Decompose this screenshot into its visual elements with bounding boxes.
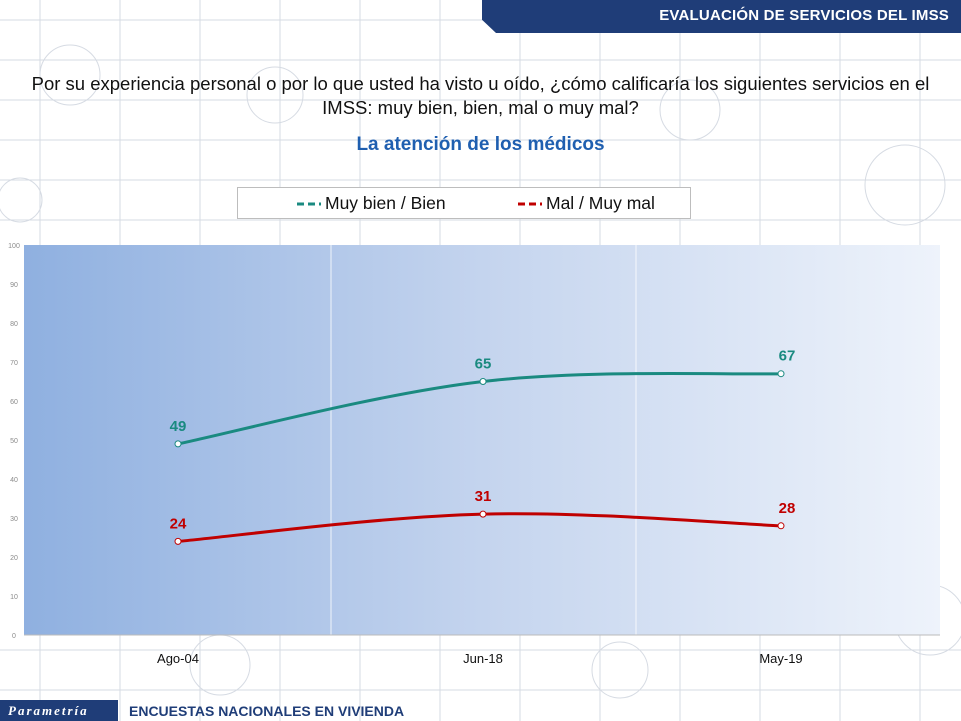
legend-swatch-good [297, 202, 321, 206]
footer-text: ENCUESTAS NACIONALES EN VIVIENDA [129, 703, 405, 719]
legend-item-good: Muy bien / Bien [296, 193, 446, 214]
y-tick-label: 20 [10, 555, 18, 562]
parametria-logo: Parametría [0, 700, 118, 721]
plot-area [24, 245, 940, 635]
data-point [479, 510, 487, 518]
data-point [777, 522, 785, 530]
y-tick-label: 10 [10, 594, 18, 601]
x-tick-label: Ago-04 [157, 651, 199, 666]
y-tick-label: 60 [10, 399, 18, 406]
y-tick-label: 80 [10, 321, 18, 328]
data-label: 49 [170, 418, 187, 435]
chart-title: La atención de los médicos [356, 134, 605, 155]
x-tick-label: May-19 [759, 651, 802, 666]
survey-question: Por su experiencia personal o por lo que… [31, 73, 930, 118]
header-bar: EVALUACIÓN DE SERVICIOS DEL IMSS [482, 0, 961, 33]
legend-label-good: Muy bien / Bien [325, 193, 446, 213]
y-tick-label: 50 [10, 438, 18, 445]
data-point [174, 440, 182, 448]
y-tick-label: 70 [10, 360, 18, 367]
legend-swatch-bad [518, 202, 542, 206]
y-tick-label: 30 [10, 516, 18, 523]
legend-label-bad: Mal / Muy mal [546, 193, 655, 213]
x-tick-label: Jun-18 [463, 651, 503, 666]
data-label: 28 [779, 500, 796, 517]
data-point [777, 370, 785, 378]
chart-legend: Muy bien / Bien Mal / Muy mal [237, 187, 691, 219]
data-label: 31 [475, 488, 492, 505]
header-title: EVALUACIÓN DE SERVICIOS DEL IMSS [659, 7, 949, 24]
line-chart: 0 10 20 30 40 50 60 70 80 90 100 Ago-04 Jun-18 May-1… [8, 243, 940, 666]
data-point [174, 537, 182, 545]
legend-item-bad: Mal / Muy mal [517, 193, 655, 214]
data-label: 24 [170, 515, 187, 532]
y-tick-label: 90 [10, 282, 18, 289]
y-tick-label: 40 [10, 477, 18, 484]
y-tick-label: 100 [8, 243, 20, 250]
y-tick-label: 0 [12, 633, 16, 640]
data-label: 65 [475, 356, 492, 373]
data-point [479, 378, 487, 385]
data-label: 67 [779, 348, 796, 365]
